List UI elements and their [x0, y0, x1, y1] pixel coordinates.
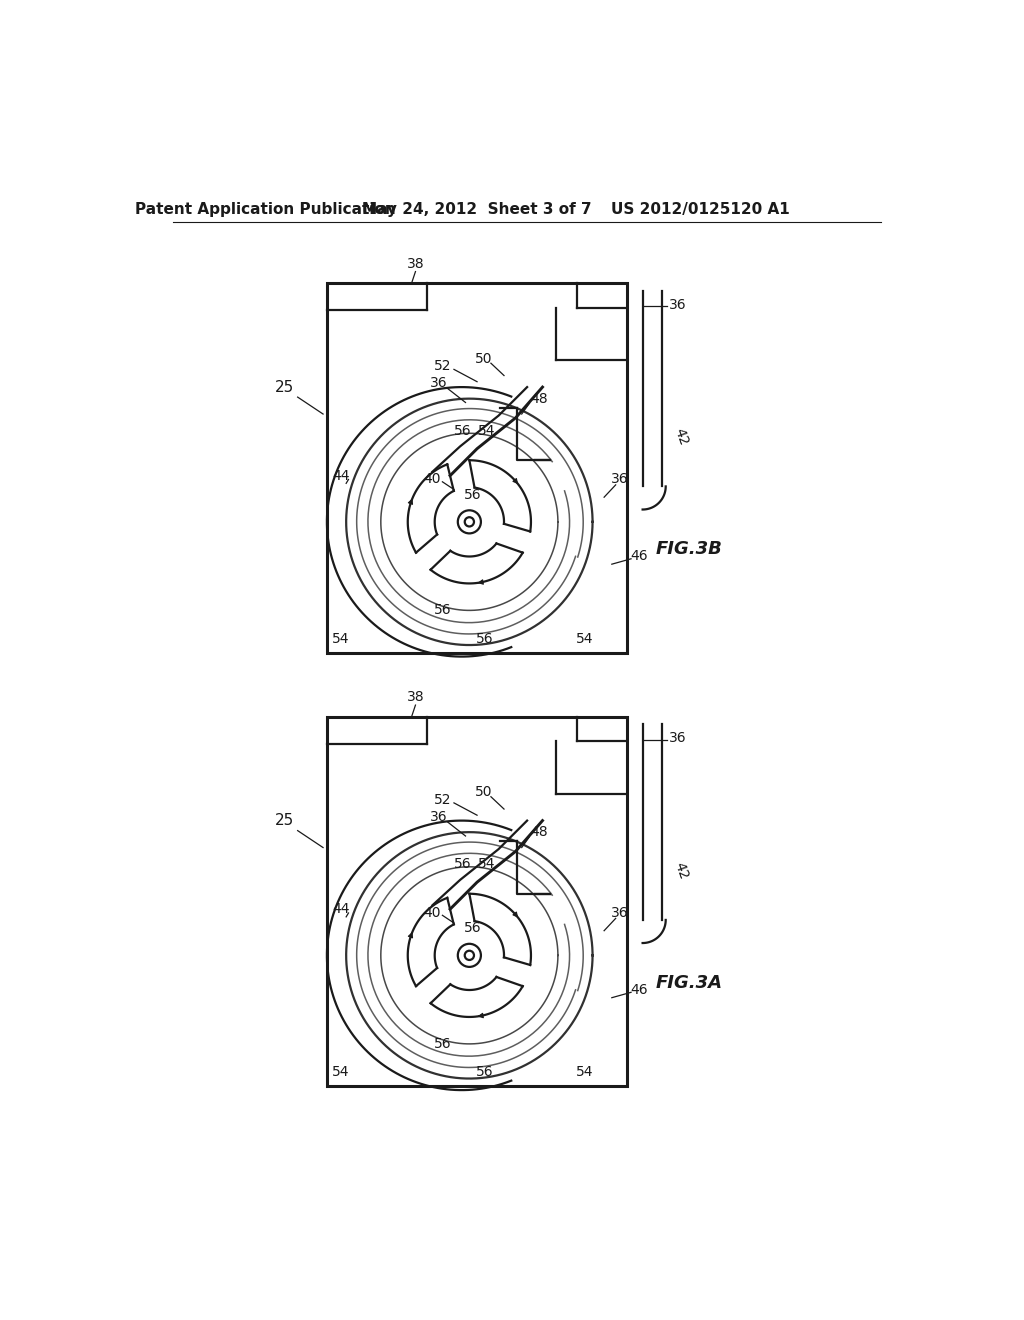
Text: 46: 46 [630, 983, 647, 997]
Text: 46: 46 [630, 549, 647, 564]
Text: 54: 54 [577, 1065, 594, 1080]
Text: May 24, 2012  Sheet 3 of 7: May 24, 2012 Sheet 3 of 7 [362, 202, 592, 218]
Text: Patent Application Publication: Patent Application Publication [135, 202, 395, 218]
Text: 25: 25 [274, 813, 294, 828]
Bar [327, 717, 628, 1086]
Text: 40: 40 [424, 473, 441, 487]
Text: 56: 56 [465, 921, 482, 936]
Text: 38: 38 [407, 257, 424, 271]
Text: 48: 48 [529, 825, 548, 840]
Text: 42: 42 [672, 861, 690, 882]
Text: 56: 56 [455, 858, 472, 871]
Text: 52: 52 [433, 359, 452, 374]
Text: 42: 42 [672, 426, 690, 447]
Text: 56: 56 [476, 1065, 494, 1080]
Text: 54: 54 [477, 858, 495, 871]
Text: 56: 56 [455, 424, 472, 438]
Text: 36: 36 [669, 298, 686, 312]
Text: FIG.3A: FIG.3A [655, 974, 722, 991]
Text: 56: 56 [433, 603, 452, 618]
Text: 44: 44 [332, 902, 349, 916]
Text: 48: 48 [529, 392, 548, 405]
Text: 56: 56 [433, 1038, 452, 1051]
Text: 54: 54 [332, 632, 349, 645]
Text: 54: 54 [577, 632, 594, 645]
Text: 36: 36 [669, 731, 686, 746]
Text: 38: 38 [407, 690, 424, 705]
Text: 54: 54 [332, 1065, 349, 1080]
Text: 36: 36 [610, 906, 629, 920]
Text: 50: 50 [474, 785, 492, 799]
Text: 52: 52 [433, 793, 452, 807]
Text: 36: 36 [610, 473, 629, 487]
Text: 25: 25 [274, 380, 294, 395]
Text: FIG.3B: FIG.3B [655, 540, 722, 558]
Text: 56: 56 [476, 632, 494, 645]
Text: 54: 54 [477, 424, 495, 438]
Text: 36: 36 [430, 809, 447, 824]
Text: 36: 36 [430, 376, 447, 391]
Text: 56: 56 [465, 488, 482, 502]
Text: US 2012/0125120 A1: US 2012/0125120 A1 [611, 202, 790, 218]
Bar [327, 284, 628, 653]
Text: 40: 40 [424, 906, 441, 920]
Text: 50: 50 [474, 351, 492, 366]
Text: 44: 44 [332, 469, 349, 483]
